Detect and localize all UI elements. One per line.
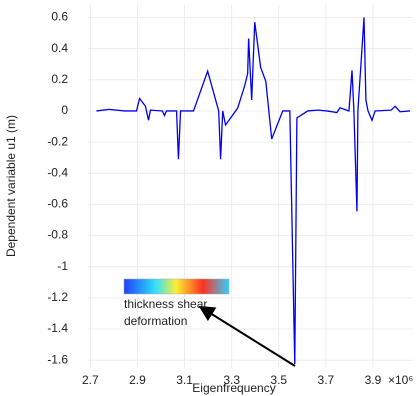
inset-image — [124, 279, 229, 294]
annotation: deformation — [124, 314, 187, 328]
y-tick-label: -0.6 — [47, 197, 68, 211]
x-tick-label: 3.5 — [270, 373, 287, 387]
x-tick-label: 2.9 — [129, 373, 146, 387]
x-tick-label: 3.1 — [176, 373, 193, 387]
chart: Dependent variable u1 (m) Eigenfrequency… — [0, 0, 417, 396]
annotation: thickness shear — [124, 297, 207, 311]
x-exponent: ×10⁶ — [388, 373, 413, 387]
y-tick-label: 0.2 — [51, 72, 68, 86]
y-tick-label: 0.4 — [51, 41, 68, 55]
arrow — [202, 308, 295, 366]
y-tick-label: -0.8 — [47, 228, 68, 242]
y-tick-label: 0 — [61, 103, 68, 117]
y-tick-label: -1.6 — [47, 352, 68, 366]
x-tick-label: 3.9 — [365, 373, 382, 387]
y-tick-label: -1.4 — [47, 321, 68, 335]
y-tick-label: -1.2 — [47, 290, 68, 304]
y-tick-label: 0.6 — [51, 10, 68, 24]
y-tick-label: -0.2 — [47, 134, 68, 148]
y-axis-label: Dependent variable u1 (m) — [4, 115, 18, 257]
y-tick-label: -1 — [57, 259, 68, 273]
data-line — [96, 17, 409, 364]
x-tick-label: 2.7 — [82, 373, 99, 387]
x-tick-label: 3.3 — [223, 373, 240, 387]
x-tick-label: 3.7 — [318, 373, 335, 387]
y-tick-label: -0.4 — [47, 165, 68, 179]
